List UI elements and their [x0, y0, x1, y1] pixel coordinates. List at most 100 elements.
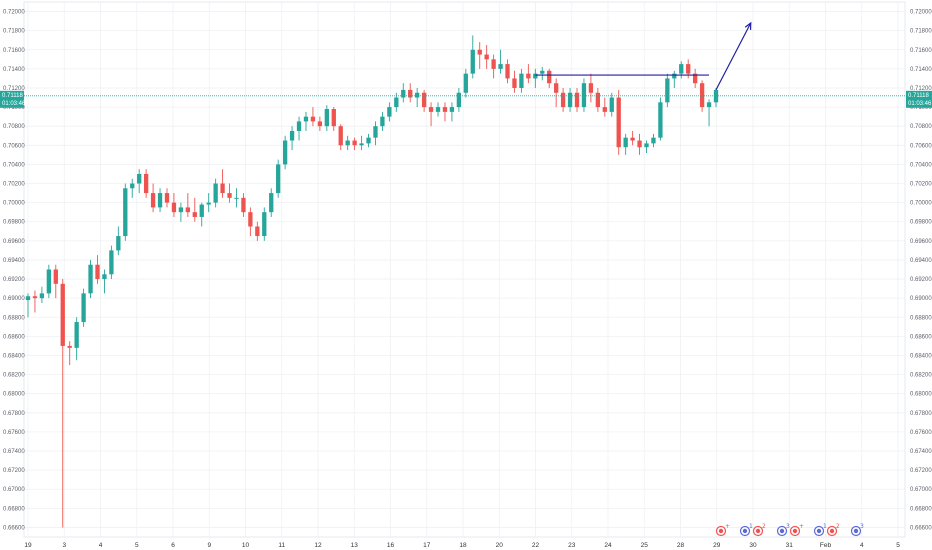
candle-body — [491, 59, 496, 69]
candle-body — [512, 78, 517, 88]
candle-body — [505, 64, 510, 79]
event-icon-dot — [816, 528, 822, 534]
x-tick-label: 31 — [786, 542, 794, 549]
event-markers[interactable]: +1 2 3 +1 2 3 — [715, 523, 865, 537]
economic-event-marker[interactable]: 2 — [826, 523, 841, 537]
x-tick-label: 24 — [604, 542, 612, 549]
candle-body — [324, 109, 329, 127]
candle-body — [428, 107, 434, 112]
current-price-tags: 0.71118 01:03:46 0.71118 01:03:46 — [0, 90, 932, 108]
y-tick-label-right: 0.71800 — [910, 29, 932, 35]
candle-body — [442, 107, 448, 112]
price-tag-right-timer: 01:03:46 — [908, 101, 932, 107]
candle-body — [248, 212, 253, 227]
candle-body — [554, 83, 559, 93]
candle-body — [574, 92, 580, 108]
price-tag-right-value: 0.71118 — [908, 93, 929, 99]
candle-body — [567, 92, 573, 108]
candle-body — [289, 130, 295, 141]
economic-event-marker[interactable]: 3 — [776, 523, 791, 537]
candle-body — [686, 64, 691, 74]
x-tick-label: 18 — [459, 542, 467, 549]
chart-grid — [23, 1, 906, 538]
x-tick-label: 20 — [496, 542, 504, 549]
y-tick-label-right: 0.69000 — [910, 296, 932, 302]
trend-arrow-head — [744, 21, 752, 31]
candle-body — [352, 140, 357, 146]
candle-body — [679, 64, 684, 74]
y-tick-label-right: 0.66600 — [910, 525, 932, 531]
candle-body — [560, 92, 566, 108]
candle-body — [387, 107, 392, 117]
y-tick-label-right: 0.67400 — [910, 449, 932, 455]
candle-body — [394, 97, 399, 108]
economic-event-marker[interactable]: + — [789, 523, 805, 537]
plot-frame — [23, 1, 906, 538]
price-tag-left — [0, 90, 24, 108]
y-tick-label-left: 0.70000 — [3, 201, 25, 207]
economic-event-marker[interactable]: 3 — [850, 523, 865, 537]
y-tick-label-left: 0.70200 — [3, 182, 25, 188]
y-tick-label-right: 0.72000 — [910, 10, 932, 16]
x-tick-label: 4 — [99, 542, 103, 549]
y-tick-label-left: 0.71800 — [3, 29, 25, 35]
y-tick-label-left: 0.71200 — [3, 86, 25, 92]
y-tick-label-left: 0.67600 — [3, 430, 25, 436]
candle-body — [672, 73, 677, 79]
candle-body — [366, 137, 371, 144]
candle-body — [435, 107, 441, 112]
x-tick-label: 6 — [171, 542, 175, 549]
event-marker-label: 1 — [749, 523, 753, 530]
candle-body — [241, 197, 246, 213]
y-tick-label-right: 0.70400 — [910, 162, 932, 168]
x-tick-label: 30 — [749, 542, 757, 549]
candle-body — [282, 140, 288, 165]
y-tick-label-right: 0.71000 — [910, 105, 932, 111]
candle-body — [178, 207, 184, 213]
economic-event-marker[interactable]: 2 — [752, 523, 767, 537]
candle-body — [303, 116, 309, 122]
y-tick-label-right: 0.68000 — [910, 392, 932, 398]
x-tick-label: 28 — [677, 542, 685, 549]
y-tick-label-right: 0.68200 — [910, 373, 932, 379]
candle-body — [456, 92, 462, 108]
y-tick-label-left: 0.70400 — [3, 162, 25, 168]
y-tick-label-right: 0.67200 — [910, 468, 932, 474]
y-tick-label-right: 0.68600 — [910, 334, 932, 340]
y-tick-label-right: 0.71400 — [910, 67, 932, 73]
event-icon-dot — [853, 528, 859, 534]
x-tick-label: 3 — [62, 542, 66, 549]
trend-arrow-line[interactable] — [715, 22, 752, 91]
x-tick-label: 16 — [387, 542, 395, 549]
x-tick-label: 23 — [568, 542, 576, 549]
x-tick-label: 13 — [351, 542, 359, 549]
event-icon-dot — [829, 528, 835, 534]
candle-body — [116, 236, 121, 251]
event-marker-label: 3 — [786, 523, 790, 530]
y-tick-label-left: 0.71600 — [3, 48, 25, 54]
economic-event-marker[interactable]: 1 — [813, 523, 828, 537]
event-icon-dot — [742, 528, 748, 534]
economic-event-marker[interactable]: 1 — [739, 523, 754, 537]
y-tick-label-left: 0.70800 — [3, 124, 25, 130]
candle-body — [665, 78, 670, 103]
candle-body — [102, 274, 107, 280]
candle-body — [262, 212, 267, 237]
candle-body — [498, 64, 503, 69]
y-tick-label-left: 0.66800 — [3, 506, 25, 512]
y-tick-label-right: 0.66800 — [910, 506, 932, 512]
candle-body — [227, 193, 232, 198]
x-tick-label: 19 — [24, 542, 32, 549]
candle-body — [192, 212, 197, 217]
y-tick-label-right: 0.69400 — [910, 258, 932, 264]
candle-body — [123, 188, 128, 237]
candle-body — [130, 183, 135, 189]
candle-body — [60, 283, 65, 346]
candle-body — [109, 250, 114, 275]
candle-body — [644, 143, 649, 148]
candle-body — [310, 116, 316, 122]
economic-event-marker[interactable]: + — [715, 523, 731, 537]
y-tick-label-right: 0.69600 — [910, 239, 932, 245]
candle-body — [345, 140, 350, 146]
